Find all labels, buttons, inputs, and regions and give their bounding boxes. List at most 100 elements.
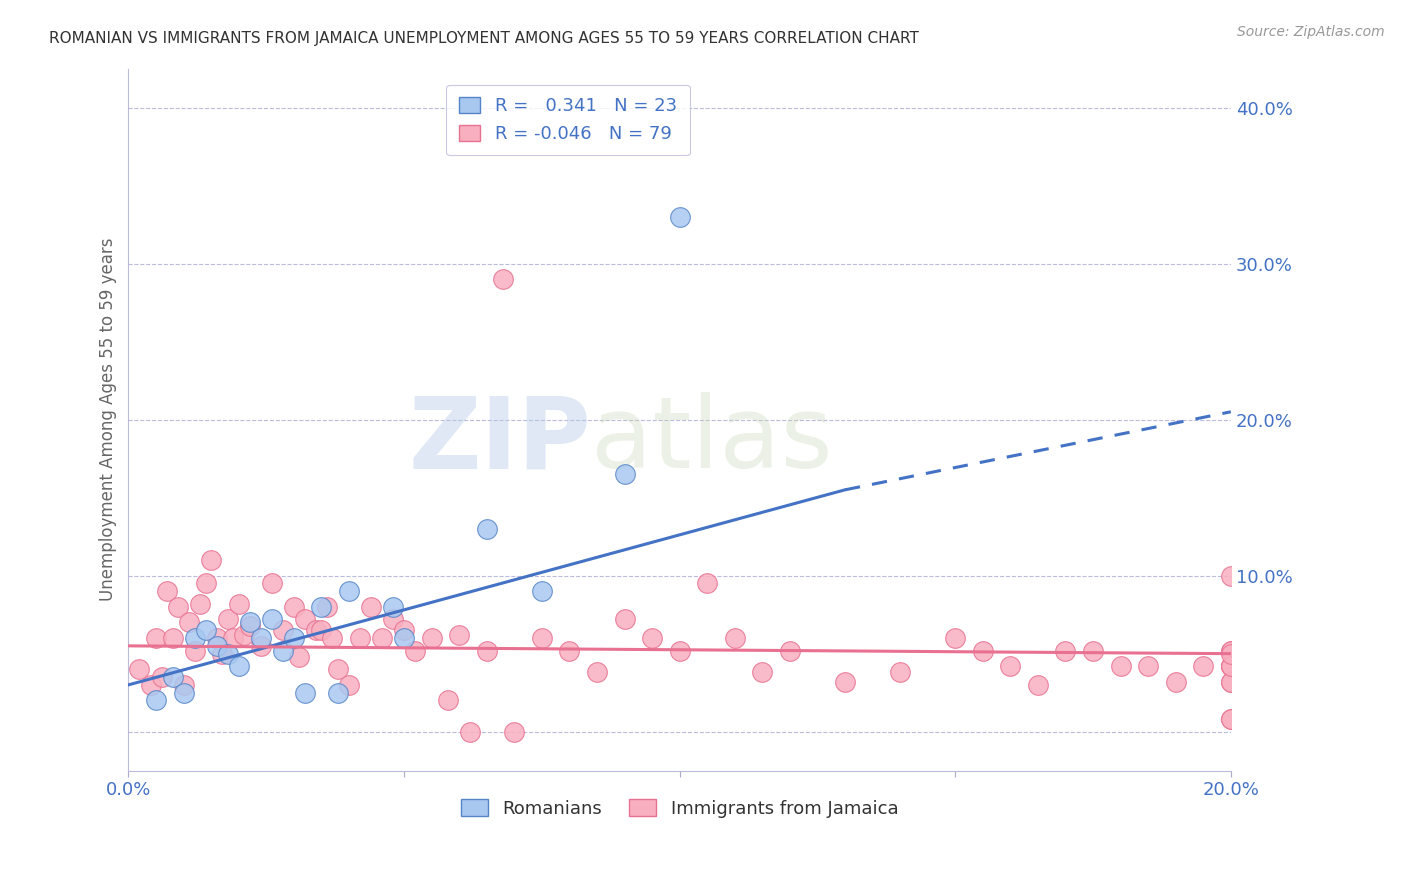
Point bbox=[260, 576, 283, 591]
Point bbox=[1219, 712, 1241, 726]
Point bbox=[188, 597, 211, 611]
Text: Source: ZipAtlas.com: Source: ZipAtlas.com bbox=[1237, 25, 1385, 39]
Y-axis label: Unemployment Among Ages 55 to 59 years: Unemployment Among Ages 55 to 59 years bbox=[100, 238, 117, 601]
Point bbox=[294, 686, 316, 700]
Point bbox=[305, 624, 328, 638]
Point bbox=[288, 649, 311, 664]
Point bbox=[696, 576, 718, 591]
Point bbox=[449, 628, 471, 642]
Point bbox=[1026, 678, 1049, 692]
Point bbox=[326, 662, 349, 676]
Point bbox=[337, 584, 360, 599]
Point bbox=[530, 584, 553, 599]
Point bbox=[834, 674, 856, 689]
Point bbox=[392, 631, 415, 645]
Point bbox=[150, 670, 173, 684]
Point bbox=[173, 678, 195, 692]
Point bbox=[530, 631, 553, 645]
Point bbox=[382, 599, 405, 614]
Point bbox=[437, 693, 460, 707]
Point bbox=[889, 665, 911, 680]
Point bbox=[1219, 643, 1241, 657]
Point bbox=[492, 272, 515, 286]
Text: atlas: atlas bbox=[592, 392, 834, 489]
Point bbox=[194, 624, 217, 638]
Point bbox=[1192, 659, 1215, 673]
Point bbox=[751, 665, 773, 680]
Point bbox=[1219, 659, 1241, 673]
Point bbox=[167, 599, 190, 614]
Point bbox=[503, 724, 526, 739]
Point bbox=[613, 612, 636, 626]
Point bbox=[1219, 647, 1241, 661]
Point bbox=[586, 665, 609, 680]
Point bbox=[145, 693, 167, 707]
Point bbox=[382, 612, 405, 626]
Point bbox=[943, 631, 966, 645]
Point bbox=[404, 643, 426, 657]
Point bbox=[349, 631, 371, 645]
Point bbox=[475, 643, 498, 657]
Point bbox=[558, 643, 581, 657]
Point bbox=[217, 612, 239, 626]
Point bbox=[162, 631, 184, 645]
Point bbox=[222, 631, 245, 645]
Point bbox=[360, 599, 382, 614]
Point bbox=[183, 631, 205, 645]
Point bbox=[668, 210, 690, 224]
Point bbox=[724, 631, 747, 645]
Point bbox=[1164, 674, 1187, 689]
Point bbox=[173, 686, 195, 700]
Point bbox=[392, 624, 415, 638]
Point bbox=[1137, 659, 1160, 673]
Point bbox=[211, 647, 233, 661]
Point bbox=[475, 522, 498, 536]
Point bbox=[337, 678, 360, 692]
Text: ROMANIAN VS IMMIGRANTS FROM JAMAICA UNEMPLOYMENT AMONG AGES 55 TO 59 YEARS CORRE: ROMANIAN VS IMMIGRANTS FROM JAMAICA UNEM… bbox=[49, 31, 920, 46]
Point bbox=[1054, 643, 1077, 657]
Point bbox=[668, 643, 690, 657]
Point bbox=[162, 670, 184, 684]
Point bbox=[194, 576, 217, 591]
Point bbox=[228, 659, 250, 673]
Point bbox=[217, 647, 239, 661]
Point bbox=[271, 624, 294, 638]
Point bbox=[321, 631, 343, 645]
Point bbox=[641, 631, 664, 645]
Point bbox=[779, 643, 801, 657]
Point bbox=[139, 678, 162, 692]
Point bbox=[458, 724, 481, 739]
Point bbox=[156, 584, 179, 599]
Point bbox=[420, 631, 443, 645]
Point bbox=[613, 467, 636, 482]
Point bbox=[283, 599, 305, 614]
Legend: Romanians, Immigrants from Jamaica: Romanians, Immigrants from Jamaica bbox=[454, 792, 905, 825]
Point bbox=[311, 599, 333, 614]
Point bbox=[316, 599, 339, 614]
Point bbox=[283, 631, 305, 645]
Point bbox=[260, 612, 283, 626]
Point bbox=[128, 662, 150, 676]
Point bbox=[972, 643, 994, 657]
Point bbox=[239, 615, 262, 630]
Point bbox=[1219, 659, 1241, 673]
Point bbox=[371, 631, 394, 645]
Text: ZIP: ZIP bbox=[409, 392, 592, 489]
Point bbox=[1109, 659, 1132, 673]
Point bbox=[200, 553, 222, 567]
Point bbox=[1081, 643, 1104, 657]
Point bbox=[1000, 659, 1022, 673]
Point bbox=[205, 631, 228, 645]
Point bbox=[249, 639, 271, 653]
Point bbox=[271, 643, 294, 657]
Point bbox=[177, 615, 200, 630]
Point bbox=[1219, 674, 1241, 689]
Point bbox=[1219, 712, 1241, 726]
Point bbox=[183, 643, 205, 657]
Point bbox=[239, 618, 262, 632]
Point bbox=[1219, 659, 1241, 673]
Point bbox=[326, 686, 349, 700]
Point bbox=[228, 597, 250, 611]
Point bbox=[1219, 568, 1241, 582]
Point bbox=[311, 624, 333, 638]
